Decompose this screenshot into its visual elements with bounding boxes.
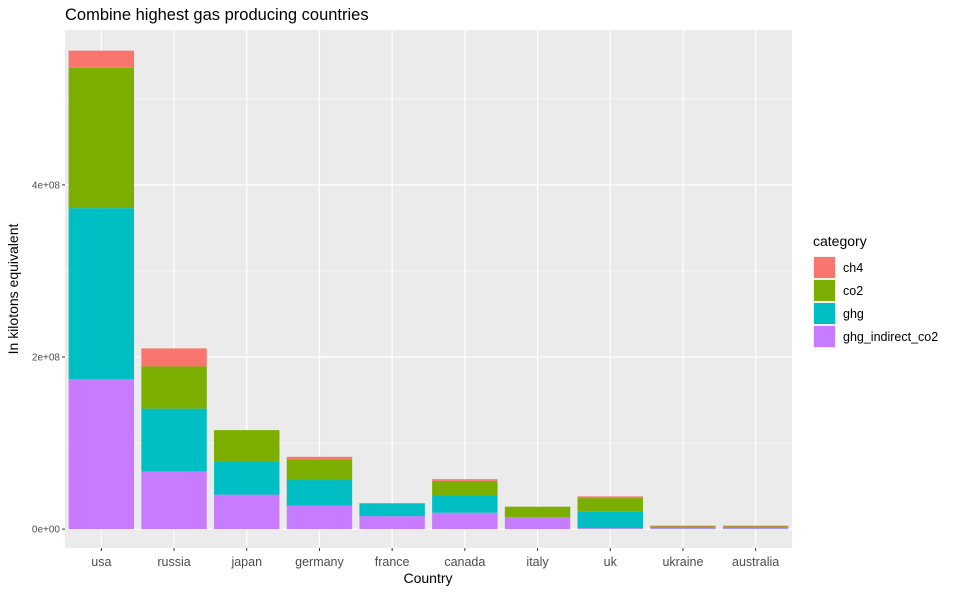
- bar-segment-australia-ch4: [722, 525, 789, 527]
- bar-segment-ukraine-ghg_indirect_co2: [650, 528, 716, 530]
- chart-title: Combine highest gas producing countries: [65, 6, 369, 24]
- bar-segment-australia-co2: [722, 526, 789, 528]
- bar-segment-ukraine-co2: [650, 526, 716, 528]
- bar-segment-usa-co2: [68, 67, 135, 209]
- legend-label-co2: co2: [843, 284, 863, 298]
- bar-segment-usa-ghg_indirect_co2: [68, 379, 135, 530]
- bar-segment-australia-ghg: [722, 527, 789, 529]
- legend-label-ch4: ch4: [843, 261, 863, 275]
- x-tick-label-canada: canada: [444, 555, 485, 569]
- bar-segment-uk-ghg_indirect_co2: [577, 528, 643, 530]
- legend-title: category: [813, 233, 867, 249]
- bar-segment-uk-ch4: [577, 496, 643, 499]
- x-tick-label-italy: italy: [526, 555, 549, 569]
- x-axis: usa russia japan germany france canada italy uk…: [91, 548, 779, 569]
- bar-segment-france-ghg: [359, 503, 425, 517]
- bar-segment-russia-co2: [141, 366, 207, 409]
- bar-segment-germany-co2: [286, 459, 353, 481]
- y-tick-label: 2e+08: [32, 352, 61, 363]
- legend-label-ghg: ghg: [843, 307, 864, 321]
- bar-segment-japan-ghg_indirect_co2: [214, 494, 280, 530]
- bar-segment-russia-ch4: [141, 348, 207, 367]
- legend-items: ch4 co2 ghg ghg_indirect_co2: [813, 256, 938, 348]
- y-tick-label: 4e+08: [32, 180, 61, 191]
- x-axis-label: Country: [403, 570, 452, 586]
- bar-segment-italy-ghg_indirect_co2: [504, 517, 571, 530]
- bar-segment-russia-ghg_indirect_co2: [141, 471, 207, 530]
- bar-segment-france-ghg_indirect_co2: [359, 516, 425, 530]
- bar-segment-uk-ghg: [577, 511, 643, 529]
- bar-segment-canada-co2: [432, 480, 498, 496]
- legend-label-ghg_indirect_co2: ghg_indirect_co2: [843, 330, 938, 344]
- bar-segment-uk-co2: [577, 498, 643, 512]
- bar-segment-russia-ghg: [141, 408, 207, 472]
- bar-segment-usa-ch4: [68, 50, 135, 68]
- bar-segment-ukraine-ch4: [650, 525, 716, 527]
- y-axis-label: In kilotons equivalent: [5, 224, 21, 355]
- bars: [68, 50, 789, 530]
- legend: category ch4 co2 ghg ghg_indirect_co2: [813, 233, 938, 348]
- bar-segment-australia-ghg_indirect_co2: [722, 528, 789, 530]
- bar-segment-usa-ghg: [68, 208, 135, 380]
- x-tick-label-germany: germany: [295, 555, 344, 569]
- legend-swatch-ch4: [814, 257, 835, 278]
- bar-segment-japan-ghg: [214, 461, 280, 495]
- bar-segment-italy-co2: [504, 506, 571, 518]
- legend-swatch-ghg_indirect_co2: [814, 326, 835, 347]
- bar-segment-germany-ghg_indirect_co2: [286, 505, 353, 530]
- y-tick-label: 0e+00: [32, 525, 61, 536]
- x-tick-label-uk: uk: [604, 555, 618, 569]
- x-tick-label-japan: japan: [230, 555, 262, 569]
- bar-segment-japan-co2: [214, 430, 280, 462]
- bar-segment-germany-ch4: [286, 456, 353, 460]
- bar-segment-canada-ch4: [432, 479, 498, 481]
- legend-swatch-co2: [814, 280, 835, 301]
- x-tick-label-france: france: [375, 555, 410, 569]
- bar-segment-canada-ghg: [432, 495, 498, 513]
- x-tick-label-ukraine: ukraine: [662, 555, 703, 569]
- bar-segment-ukraine-ghg: [650, 527, 716, 529]
- y-axis: 0e+00 2e+08 4e+08: [32, 180, 65, 536]
- x-tick-label-russia: russia: [157, 555, 190, 569]
- bar-segment-canada-ghg_indirect_co2: [432, 512, 498, 530]
- legend-swatch-ghg: [814, 303, 835, 324]
- bar-segment-germany-ghg: [286, 480, 353, 506]
- x-tick-label-usa: usa: [91, 555, 111, 569]
- x-tick-label-australia: australia: [732, 555, 779, 569]
